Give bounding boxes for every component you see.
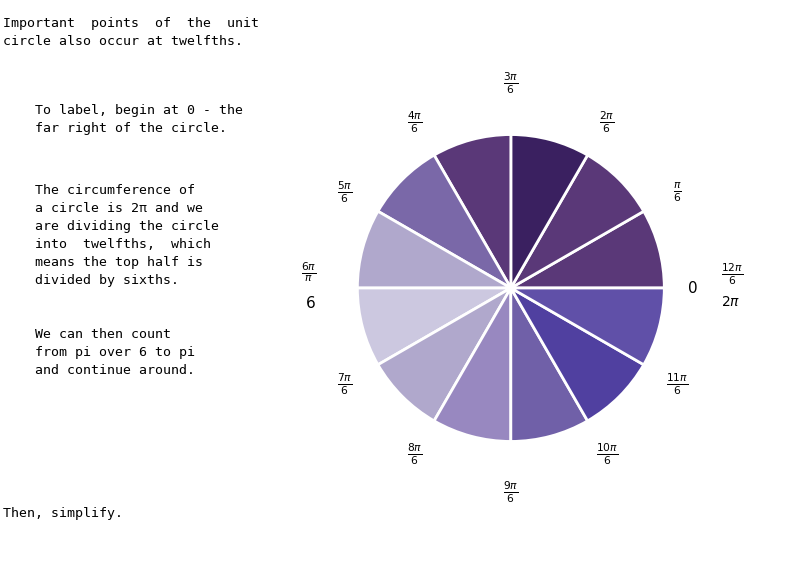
Text: We can then count
    from pi over 6 to pi
    and continue around.: We can then count from pi over 6 to pi a… bbox=[2, 328, 195, 377]
Text: $\frac{4\pi}{6}$: $\frac{4\pi}{6}$ bbox=[407, 109, 423, 135]
Text: $6$: $6$ bbox=[305, 295, 316, 312]
Text: Important  points  of  the  unit
circle also occur at twelfths.: Important points of the unit circle also… bbox=[2, 17, 259, 48]
Wedge shape bbox=[378, 288, 511, 421]
Text: The circumference of
    a circle is 2π and we
    are dividing the circle
    i: The circumference of a circle is 2π and … bbox=[2, 184, 219, 287]
Text: $\frac{5\pi}{6}$: $\frac{5\pi}{6}$ bbox=[337, 179, 352, 205]
Text: $\frac{6\pi}{\pi}$: $\frac{6\pi}{\pi}$ bbox=[301, 261, 316, 285]
Text: $\frac{7\pi}{6}$: $\frac{7\pi}{6}$ bbox=[337, 371, 352, 397]
Text: $\frac{3\pi}{6}$: $\frac{3\pi}{6}$ bbox=[503, 71, 519, 96]
Wedge shape bbox=[511, 155, 644, 288]
Wedge shape bbox=[434, 288, 511, 441]
Wedge shape bbox=[511, 288, 664, 365]
Wedge shape bbox=[511, 211, 664, 288]
Text: To label, begin at 0 - the
    far right of the circle.: To label, begin at 0 - the far right of … bbox=[2, 104, 242, 135]
Text: $\frac{9\pi}{6}$: $\frac{9\pi}{6}$ bbox=[503, 480, 519, 505]
Wedge shape bbox=[511, 288, 588, 441]
Text: $\frac{10\pi}{6}$: $\frac{10\pi}{6}$ bbox=[596, 441, 618, 467]
Wedge shape bbox=[357, 211, 511, 288]
Wedge shape bbox=[434, 135, 511, 288]
Text: $\frac{12\pi}{6}$: $\frac{12\pi}{6}$ bbox=[721, 262, 743, 287]
Text: $\frac{2\pi}{6}$: $\frac{2\pi}{6}$ bbox=[599, 109, 615, 135]
Wedge shape bbox=[511, 288, 644, 421]
Wedge shape bbox=[511, 135, 588, 288]
Wedge shape bbox=[378, 155, 511, 288]
Text: $\frac{\pi}{6}$: $\frac{\pi}{6}$ bbox=[672, 180, 681, 204]
Wedge shape bbox=[357, 288, 511, 365]
Text: $\frac{11\pi}{6}$: $\frac{11\pi}{6}$ bbox=[666, 371, 688, 397]
Text: $2\pi$: $2\pi$ bbox=[721, 295, 741, 309]
Text: $\frac{8\pi}{6}$: $\frac{8\pi}{6}$ bbox=[407, 441, 423, 467]
Text: $0$: $0$ bbox=[687, 280, 698, 296]
Text: Then, simplify.: Then, simplify. bbox=[2, 507, 123, 520]
